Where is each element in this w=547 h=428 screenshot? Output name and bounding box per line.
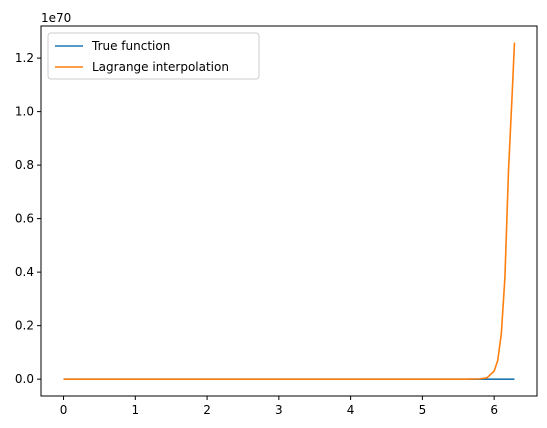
- x-tick-label: 0: [60, 403, 68, 417]
- plot-area: [63, 42, 516, 380]
- x-tick-label: 5: [419, 403, 427, 417]
- y-tick-label: 1.2: [15, 51, 34, 65]
- x-tick-label: 1: [131, 403, 139, 417]
- y-tick-label: 0.6: [15, 212, 34, 226]
- axis-ticks: 0 1 2 3 4 5 6 0.0 0.2 0.4 0.6 0.8 1.0 1.2: [15, 51, 498, 417]
- y-tick-label: 0.2: [15, 319, 34, 333]
- y-tick-label: 0.0: [15, 372, 34, 386]
- legend: True function Lagrange interpolation: [47, 32, 260, 80]
- legend-box: [47, 32, 260, 80]
- x-tick-label: 3: [275, 403, 283, 417]
- y-axis-offset-label: 1e70: [41, 11, 71, 25]
- y-tick-label: 0.4: [15, 265, 34, 279]
- legend-label-1: Lagrange interpolation: [92, 60, 229, 74]
- series-line-1: [63, 42, 516, 380]
- axes-frame: [40, 25, 538, 397]
- y-tick-label: 1.0: [15, 105, 34, 119]
- y-tick-label: 0.8: [15, 158, 34, 172]
- x-tick-label: 2: [203, 403, 211, 417]
- x-tick-label: 4: [347, 403, 355, 417]
- x-tick-label: 6: [490, 403, 498, 417]
- legend-label-0: True function: [91, 39, 170, 53]
